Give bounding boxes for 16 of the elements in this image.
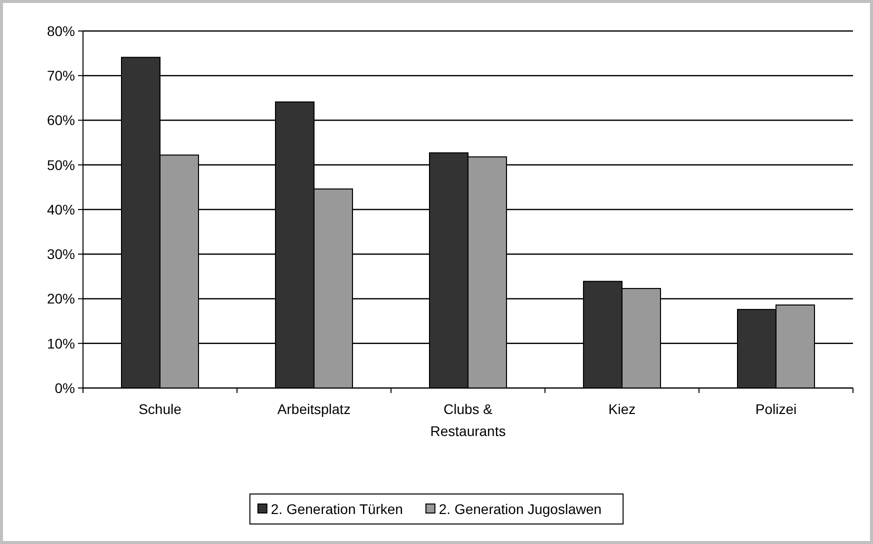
x-tick-label: Polizei [755, 401, 797, 417]
y-tick-label: 70% [46, 68, 75, 84]
x-tick-label: Clubs & Restaurants [430, 401, 506, 439]
y-tick-label: 10% [46, 335, 75, 352]
y-tick-label: 60% [46, 112, 75, 128]
y-tick-label: 50% [46, 156, 75, 173]
legend-label: 2. Generation Jugoslawen [438, 500, 602, 517]
y-tick-label: 20% [46, 290, 75, 307]
x-tick-label: Kiez [608, 401, 636, 417]
x-tick-label: Arbeitsplatz [277, 401, 351, 417]
y-tick-label: 30% [46, 246, 75, 262]
y-tick-label: 0% [54, 380, 75, 396]
y-tick-label: 80% [46, 22, 75, 39]
x-tick-label: Schule [138, 401, 182, 417]
legend-label: 2. Generation Türken [270, 500, 403, 517]
y-tick-label: 40% [46, 201, 75, 218]
